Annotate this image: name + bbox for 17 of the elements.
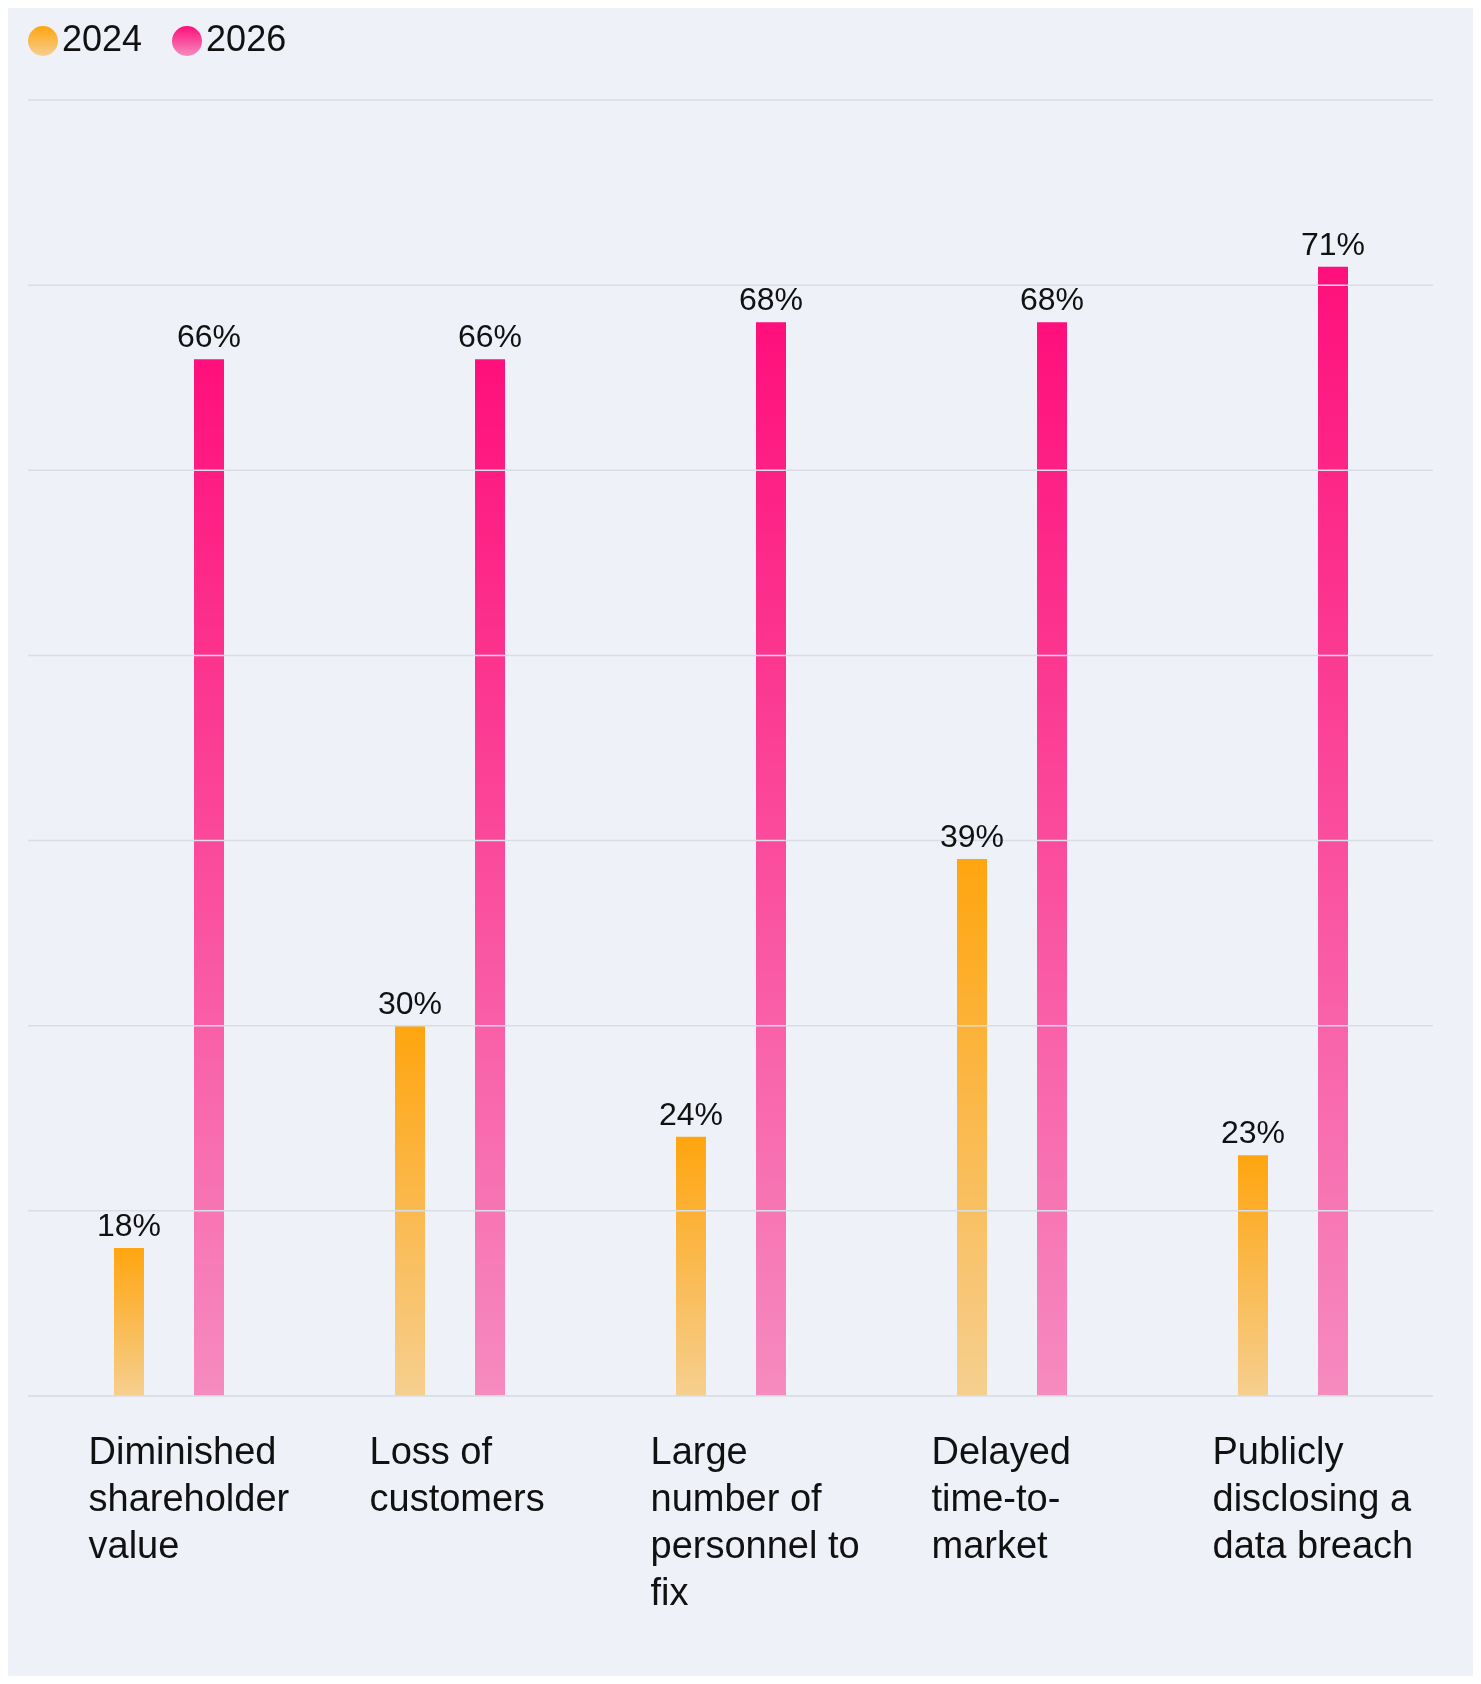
data-label: 24% — [658, 1095, 724, 1132]
x-tick-label: Loss of customers — [369, 1430, 545, 1519]
data-label: 23% — [1220, 1114, 1286, 1151]
legend-label: 2026 — [206, 18, 287, 59]
legend-label: 2024 — [62, 18, 143, 59]
data-label: 39% — [939, 818, 1005, 855]
data-label: 18% — [96, 1206, 162, 1243]
x-tick-label: Delayed time-to-market — [931, 1430, 1071, 1566]
data-label: 30% — [377, 984, 443, 1021]
x-tick-label: Diminished shareholder value — [88, 1430, 290, 1566]
x-tick-label: Large number of personnel to fix — [650, 1430, 860, 1613]
x-tick-label: Publicly disclosing a data breach — [1212, 1430, 1414, 1566]
data-label: 68% — [1019, 281, 1085, 318]
data-label: 66% — [457, 318, 523, 355]
data-label: 71% — [1300, 225, 1366, 262]
data-label: 66% — [176, 318, 242, 355]
data-label: 68% — [738, 281, 804, 318]
